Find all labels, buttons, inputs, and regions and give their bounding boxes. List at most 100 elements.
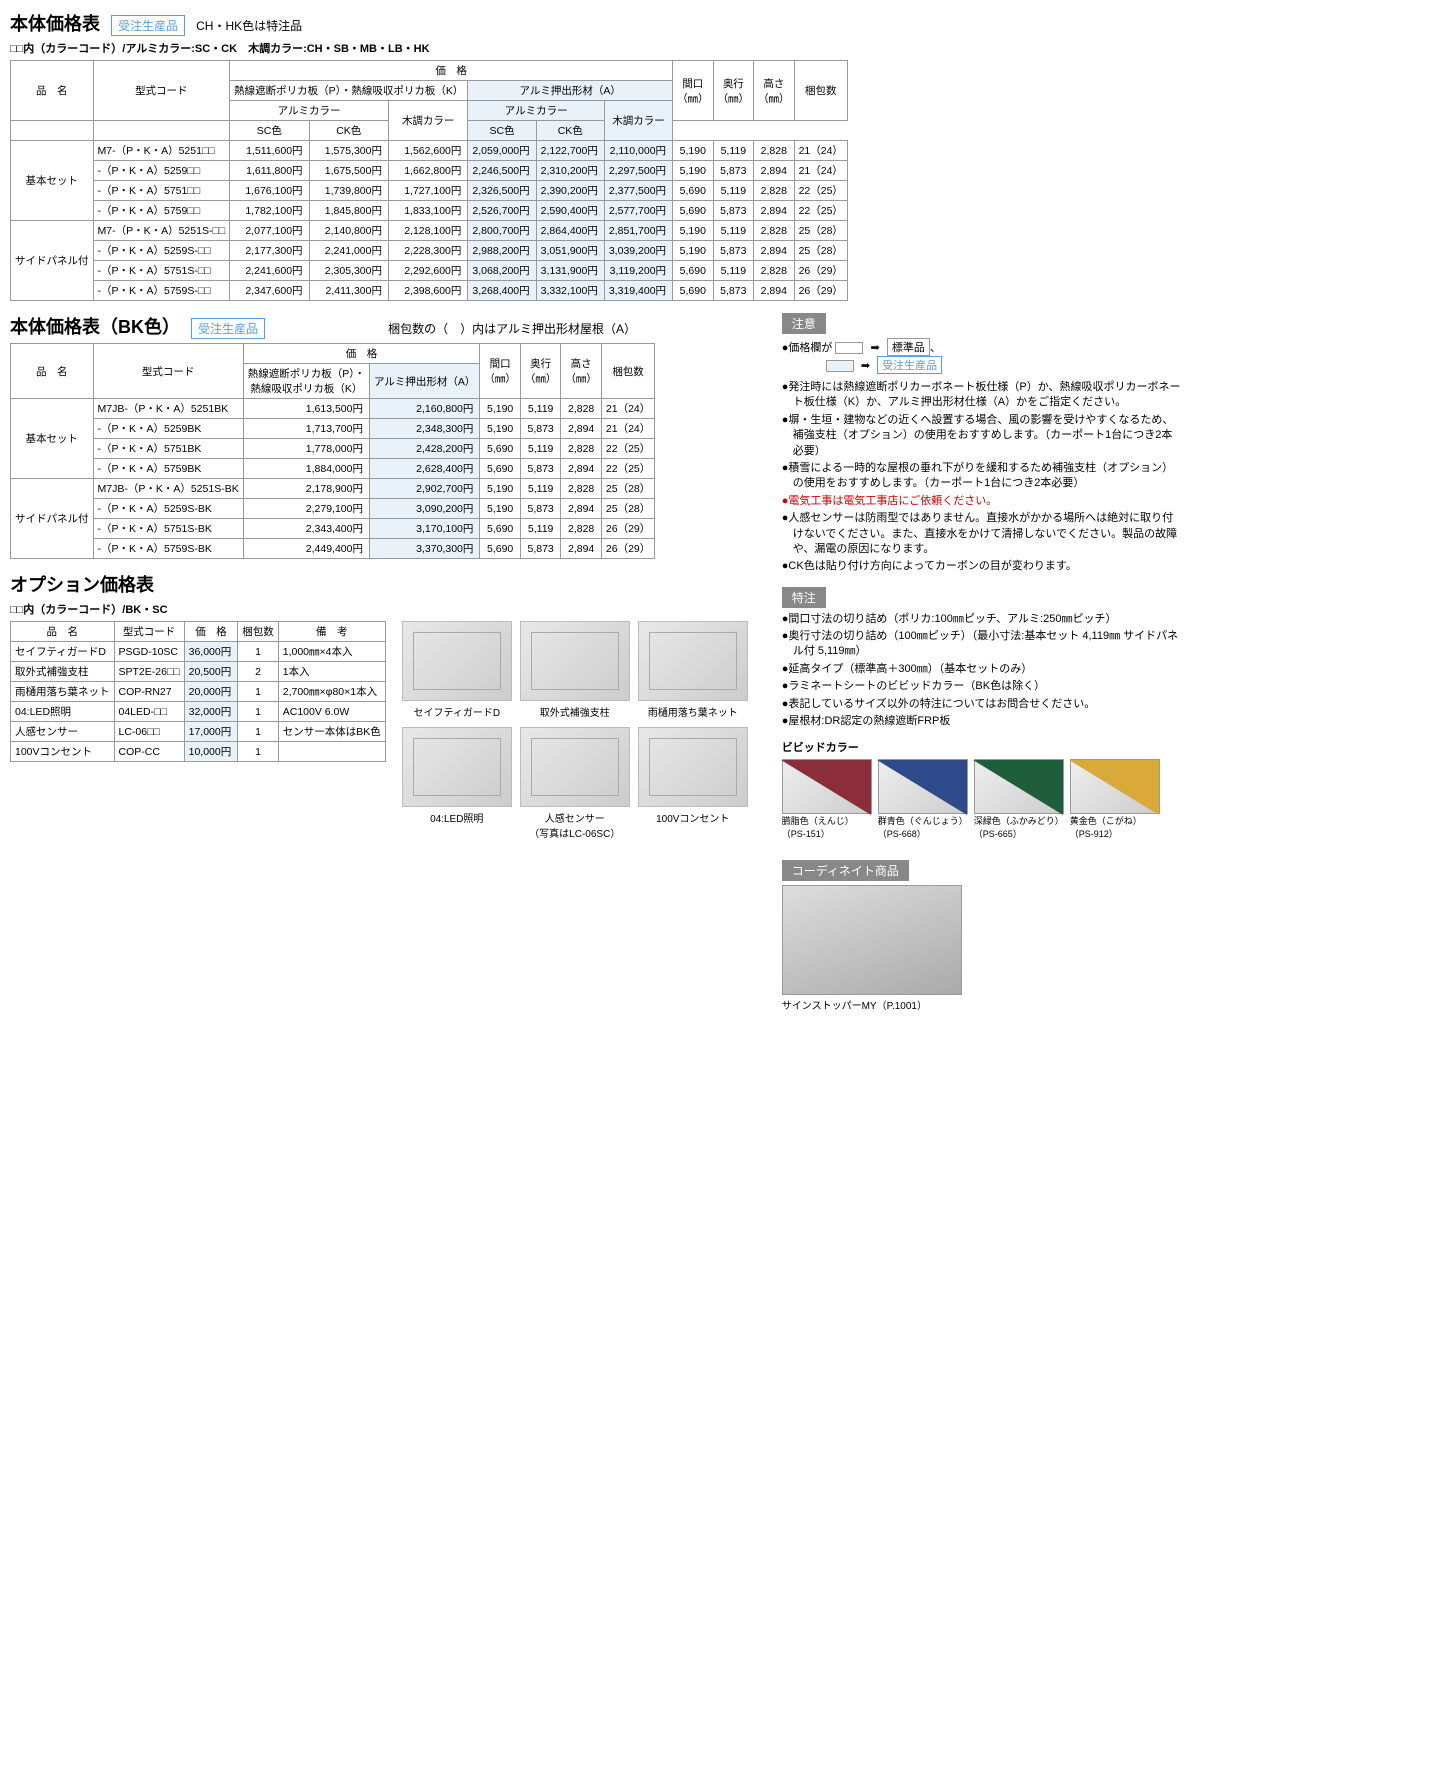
dim-cell: 5,873 (520, 419, 561, 439)
arrow-icon: ➡ (871, 342, 880, 354)
price-cell: 3,119,200円 (604, 261, 672, 281)
price-cell: 2,310,200円 (536, 161, 604, 181)
dim-cell: 5,190 (673, 241, 714, 261)
special-item: 奥行寸法の切り詰め（100㎜ピッチ）（最小寸法:基本セット 4,119㎜ サイド… (782, 629, 1182, 660)
bh-price: 価 格 (243, 344, 480, 364)
price-cell: 2,177,300円 (230, 241, 309, 261)
bk-section: 本体価格表（BK色） 受注生産品 梱包数の（ ）内はアルミ押出形材屋根（A） 品… (10, 313, 762, 559)
price-cell: 3,039,200円 (604, 241, 672, 261)
legend-row: ●価格欄が ➡ 標準品、 ➡ 受注生産品 (782, 338, 1182, 374)
swatch-box (1070, 759, 1160, 814)
thumb: 取外式補強支柱 (520, 621, 630, 719)
h-sc1: SC色 (230, 121, 309, 141)
h-price: 価 格 (230, 61, 673, 81)
dim-cell: 5,190 (673, 161, 714, 181)
price-cell: 2,241,600円 (230, 261, 309, 281)
h-wood1: 木調カラー (388, 101, 467, 141)
price-cell: 2,326,500円 (468, 181, 536, 201)
table-row: サイドパネル付M7JB-（P・K・A）5251S-BK2,178,900円2,9… (11, 479, 655, 499)
price-cell: 2,178,900円 (243, 479, 369, 499)
caution-header: 注意 (782, 313, 826, 334)
model-cell: -（P・K・A）5759BK (93, 459, 243, 479)
thumb: 人感センサー （写真はLC-06SC） (520, 727, 630, 840)
thumb-image (520, 727, 630, 807)
price-cell: 2,988,200円 (468, 241, 536, 261)
opt-cell: 取外式補強支柱 (11, 662, 115, 682)
option-color: □□内（カラーコード）/BK・SC (10, 601, 762, 617)
price-cell: 2,348,300円 (369, 419, 479, 439)
swatch-label: 群青色（ぐんじょう） （PS-668） (878, 814, 968, 840)
option-thumbnails: セイフティガードD取外式補強支柱雨樋用落ち葉ネット04:LED照明人感センサー … (402, 621, 762, 840)
special-list: 間口寸法の切り詰め（ポリカ:100㎜ピッチ、アルミ:250㎜ピッチ）奥行寸法の切… (782, 612, 1182, 730)
oh-model: 型式コード (114, 622, 184, 642)
price-cell: 2,864,400円 (536, 221, 604, 241)
special-header: 特注 (782, 587, 826, 608)
table-row: 取外式補強支柱SPT2E-26□□20,500円21本入 (11, 662, 386, 682)
opt-cell: 2 (238, 662, 279, 682)
h-alumi-c1: アルミカラー (230, 101, 389, 121)
dim-cell: 2,894 (561, 419, 602, 439)
price-cell: 1,662,800円 (388, 161, 467, 181)
table-row: 人感センサーLC-06□□17,000円1センサー本体はBK色 (11, 722, 386, 742)
caution-list: 発注時には熱線遮断ポリカーボネート板仕様（P）か、熱線吸収ポリカーボネート板仕様… (782, 380, 1182, 575)
group-header: サイドパネル付 (11, 479, 94, 559)
option-section: オプション価格表 □□内（カラーコード）/BK・SC 品 名 型式コード 価 格… (10, 571, 762, 840)
mto-badge: 受注生産品 (111, 15, 185, 36)
dim-cell: 5,119 (713, 181, 754, 201)
price-cell: 2,292,600円 (388, 261, 467, 281)
option-table: 品 名 型式コード 価 格 梱包数 備 考 セイフティガードDPSGD-10SC… (10, 621, 386, 762)
thumb-label: 取外式補強支柱 (520, 704, 630, 719)
dim-cell: 5,873 (713, 281, 754, 301)
h-alumi-c2: アルミカラー (468, 101, 604, 121)
table-row: -（P・K・A）5259BK1,713,700円2,348,300円5,1905… (11, 419, 655, 439)
table-row: -（P・K・A）5259S-□□2,177,300円2,241,000円2,22… (11, 241, 848, 261)
bk-title: 本体価格表（BK色） (10, 313, 180, 339)
dim-cell: 2,894 (754, 201, 795, 221)
opt-cell: 36,000円 (184, 642, 238, 662)
dim-cell: 5,190 (480, 399, 521, 419)
opt-cell: 1 (238, 642, 279, 662)
table-row: -（P・K・A）5751□□1,676,100円1,739,800円1,727,… (11, 181, 848, 201)
legend-std-box (835, 342, 863, 354)
dim-cell: 2,828 (561, 519, 602, 539)
opt-cell: 人感センサー (11, 722, 115, 742)
dim-cell: 2,894 (754, 161, 795, 181)
opt-cell: 04:LED照明 (11, 702, 115, 722)
table-row: -（P・K・A）5751S-□□2,241,600円2,305,300円2,29… (11, 261, 848, 281)
dim-cell: 5,690 (673, 281, 714, 301)
bh-height: 高さ （㎜） (561, 344, 602, 399)
caution-item: CK色は貼り付け方向によってカーボンの目が変わります。 (782, 559, 1182, 574)
caution-item: 積雪による一時的な屋根の垂れ下がりを緩和するため補強支柱（オプション）の使用をお… (782, 461, 1182, 492)
dim-cell: 5,190 (480, 479, 521, 499)
dim-cell: 2,894 (561, 499, 602, 519)
opt-cell: 1 (238, 682, 279, 702)
thumb-label: 100Vコンセント (638, 810, 748, 825)
dim-cell: 5,190 (480, 499, 521, 519)
table-row: -（P・K・A）5759S-BK2,449,400円3,370,300円5,69… (11, 539, 655, 559)
table-row: -（P・K・A）5759□□1,782,100円1,845,800円1,833,… (11, 201, 848, 221)
price-cell: 1,833,100円 (388, 201, 467, 221)
opt-cell: 20,500円 (184, 662, 238, 682)
h-ck2: CK色 (536, 121, 604, 141)
opt-cell: 1 (238, 702, 279, 722)
legend-mto-box (826, 360, 854, 372)
price-cell: 1,782,100円 (230, 201, 309, 221)
thumb: 100Vコンセント (638, 727, 748, 840)
price-cell: 1,613,500円 (243, 399, 369, 419)
price-cell: 2,590,400円 (536, 201, 604, 221)
h-sc2: SC色 (468, 121, 536, 141)
thumb-image (402, 727, 512, 807)
bh-model: 型式コード (93, 344, 243, 399)
dim-cell: 2,894 (754, 281, 795, 301)
model-cell: M7-（P・K・A）5251S-□□ (93, 221, 230, 241)
bh-pack: 梱包数 (601, 344, 654, 399)
price-cell: 2,628,400円 (369, 459, 479, 479)
color-swatch: 黄金色（こがね） （PS-912） (1070, 759, 1160, 840)
table-row: 基本セットM7-（P・K・A）5251□□1,511,600円1,575,300… (11, 141, 848, 161)
thumb-label: セイフティガードD (402, 704, 512, 719)
model-cell: -（P・K・A）5259S-BK (93, 499, 243, 519)
opt-cell: PSGD-10SC (114, 642, 184, 662)
dim-cell: 5,190 (480, 419, 521, 439)
table-row: 04:LED照明04LED-□□32,000円1AC100V 6.0W (11, 702, 386, 722)
oh-qty: 梱包数 (238, 622, 279, 642)
